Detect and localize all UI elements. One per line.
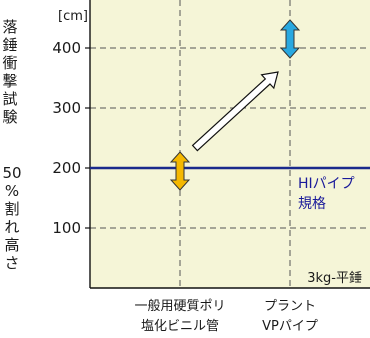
data-point-marker (279, 19, 301, 59)
y-title-char: 割 (4, 200, 19, 218)
trend-arrow (191, 71, 279, 152)
y-title-char: 落 (2, 18, 17, 36)
y-title-char: 錘 (2, 36, 17, 54)
plot-area (90, 0, 370, 288)
y-title-char: 衝 (2, 54, 17, 72)
y-title-char: さ (4, 254, 19, 272)
y-title-char: 高 (4, 236, 19, 254)
y-tick-label: 400 (52, 39, 81, 57)
y-title-char: 50 (2, 164, 21, 182)
y-title-char: % (5, 182, 19, 200)
reference-label: HIパイプ規格 (298, 176, 355, 212)
y-title-char: れ (4, 218, 19, 236)
y-title-char: 撃 (2, 72, 17, 90)
y-unit-label: [cm] (58, 9, 88, 24)
data-points (169, 19, 301, 191)
y-tick-label: 100 (52, 219, 81, 237)
annotation-note: 3kg-平錘 (307, 270, 362, 286)
data-point-marker (169, 151, 191, 191)
y-title-char: 験 (2, 108, 17, 126)
y-tick-label: 200 (52, 159, 81, 177)
x-category-label: 一般用硬質ポリ塩化ビニル管 (134, 298, 225, 334)
y-ticks: 100 200 300 400 (52, 39, 90, 237)
y-tick-label: 300 (52, 99, 81, 117)
y-title-char: 試 (2, 90, 17, 108)
trend-arrow-group (191, 71, 279, 152)
reference-line-group: HIパイプ規格 (90, 166, 370, 212)
x-category-label: プラント VPパイプ (262, 299, 318, 334)
x-categories: 一般用硬質ポリ塩化ビニル管 プラント VPパイプ (134, 298, 317, 334)
